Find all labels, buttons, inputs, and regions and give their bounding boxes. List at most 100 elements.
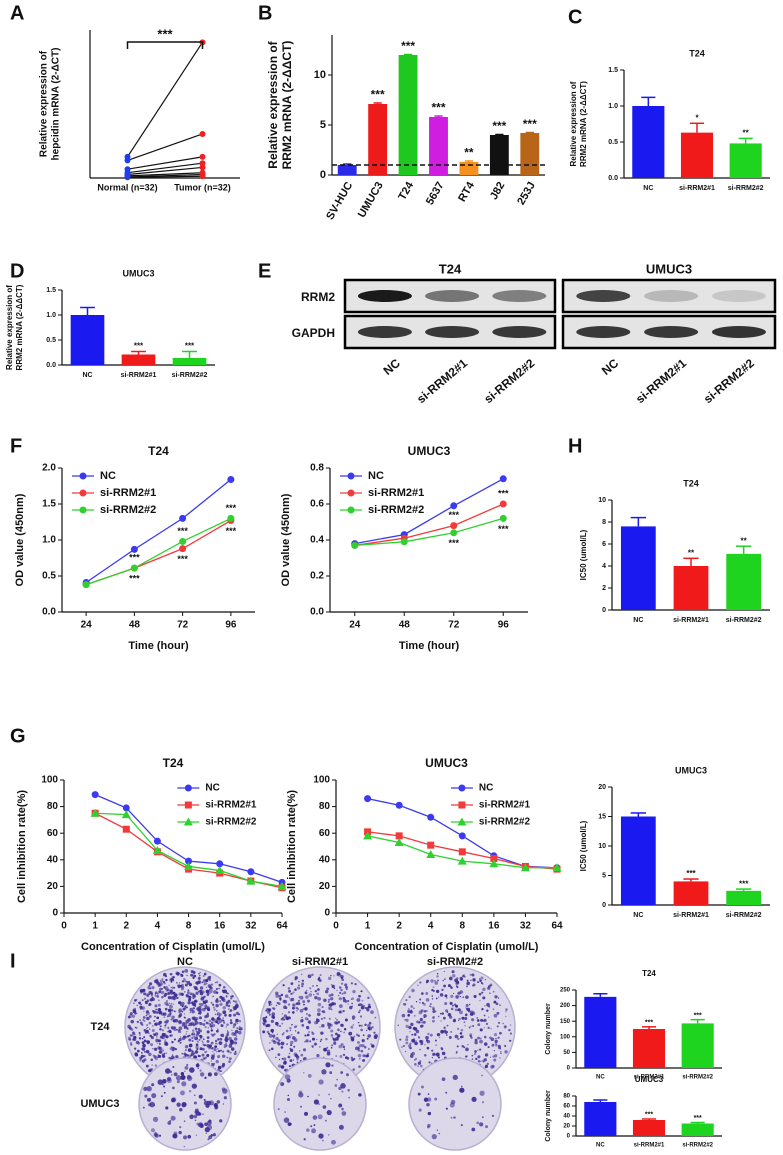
colony bbox=[420, 1009, 424, 1013]
error-bar bbox=[738, 137, 753, 144]
colony bbox=[183, 1016, 186, 1019]
colony bbox=[330, 983, 333, 986]
pair-line bbox=[127, 175, 203, 178]
colony bbox=[311, 1128, 316, 1134]
colony bbox=[483, 1027, 485, 1029]
colony bbox=[197, 1067, 199, 1070]
colony bbox=[137, 1049, 140, 1053]
colony bbox=[187, 1134, 192, 1139]
colony bbox=[425, 1035, 429, 1040]
colony bbox=[300, 1053, 304, 1057]
colony bbox=[271, 1007, 274, 1010]
colony bbox=[185, 1005, 187, 1007]
colony bbox=[461, 1035, 464, 1039]
colony bbox=[164, 1007, 168, 1011]
colony bbox=[132, 1009, 137, 1014]
bar bbox=[680, 132, 714, 178]
colony bbox=[325, 1037, 328, 1041]
data-point bbox=[199, 130, 206, 137]
colony bbox=[335, 1032, 338, 1036]
colony bbox=[191, 1001, 196, 1005]
colony bbox=[304, 1034, 307, 1037]
colony bbox=[335, 1037, 339, 1041]
data-point bbox=[426, 849, 436, 858]
colony bbox=[187, 1035, 189, 1038]
colony bbox=[134, 999, 137, 1002]
colony bbox=[188, 995, 192, 1000]
colony bbox=[147, 1032, 150, 1035]
y-tick-label: 0.5 bbox=[42, 571, 56, 582]
colony bbox=[306, 989, 308, 992]
colony bbox=[228, 1044, 233, 1048]
colony bbox=[153, 1047, 158, 1051]
colony bbox=[206, 1050, 208, 1052]
colony bbox=[313, 994, 315, 996]
colony bbox=[157, 983, 161, 987]
colony bbox=[194, 1027, 198, 1030]
colony bbox=[318, 979, 322, 983]
colony bbox=[495, 995, 498, 999]
colony bbox=[486, 1002, 490, 1007]
y-axis-label: Colony number bbox=[545, 1003, 552, 1055]
colony bbox=[499, 1057, 501, 1059]
colony bbox=[195, 1063, 200, 1068]
colony bbox=[150, 1058, 154, 1062]
colony bbox=[459, 1010, 463, 1015]
colony bbox=[479, 1000, 481, 1002]
colony bbox=[280, 1065, 285, 1069]
colony bbox=[434, 981, 439, 985]
colony bbox=[417, 1092, 421, 1096]
colony bbox=[457, 1037, 460, 1041]
colony bbox=[146, 1011, 150, 1016]
chart-title: UMUC3 bbox=[122, 268, 154, 278]
series-line bbox=[354, 503, 504, 547]
colony bbox=[446, 997, 448, 999]
colony bbox=[341, 978, 345, 982]
colony bbox=[318, 1103, 320, 1105]
colony bbox=[280, 993, 284, 997]
colony bbox=[140, 1003, 143, 1006]
colony bbox=[366, 1008, 370, 1012]
colony bbox=[364, 1054, 368, 1058]
colony bbox=[193, 1101, 197, 1105]
colony bbox=[145, 1049, 150, 1054]
colony bbox=[268, 1004, 271, 1006]
colony bbox=[216, 1038, 220, 1041]
y-tick-label: 8 bbox=[602, 519, 606, 526]
colony bbox=[357, 1021, 360, 1024]
colony bbox=[451, 970, 455, 974]
legend-label: si-RRM2#2 bbox=[100, 504, 156, 516]
colony bbox=[199, 986, 204, 990]
colony bbox=[207, 1022, 210, 1025]
colony bbox=[321, 1010, 324, 1013]
colony bbox=[178, 982, 181, 984]
data-point bbox=[215, 865, 225, 874]
colony bbox=[427, 1032, 430, 1036]
colony bbox=[453, 992, 455, 995]
colony bbox=[481, 991, 484, 994]
colony bbox=[416, 1020, 419, 1024]
colony bbox=[358, 1003, 362, 1007]
colony bbox=[154, 1015, 156, 1018]
colony bbox=[139, 1059, 142, 1062]
colony bbox=[275, 1021, 279, 1026]
colony bbox=[133, 1035, 137, 1039]
colony bbox=[484, 978, 487, 981]
colony bbox=[397, 1024, 399, 1027]
colony bbox=[222, 1005, 227, 1010]
colony bbox=[425, 991, 429, 995]
colony bbox=[450, 994, 454, 999]
colony bbox=[200, 1017, 202, 1019]
colony bbox=[145, 1064, 149, 1068]
colony bbox=[317, 978, 320, 980]
colony bbox=[191, 1036, 194, 1040]
colony bbox=[196, 1040, 199, 1043]
colony bbox=[411, 1033, 414, 1036]
colony bbox=[457, 1027, 460, 1030]
colony bbox=[144, 1000, 147, 1003]
data-point bbox=[457, 856, 467, 865]
y-tick-label: 15 bbox=[598, 813, 606, 820]
error-bar bbox=[630, 812, 646, 817]
colony bbox=[135, 1040, 140, 1045]
colony bbox=[405, 998, 408, 1002]
